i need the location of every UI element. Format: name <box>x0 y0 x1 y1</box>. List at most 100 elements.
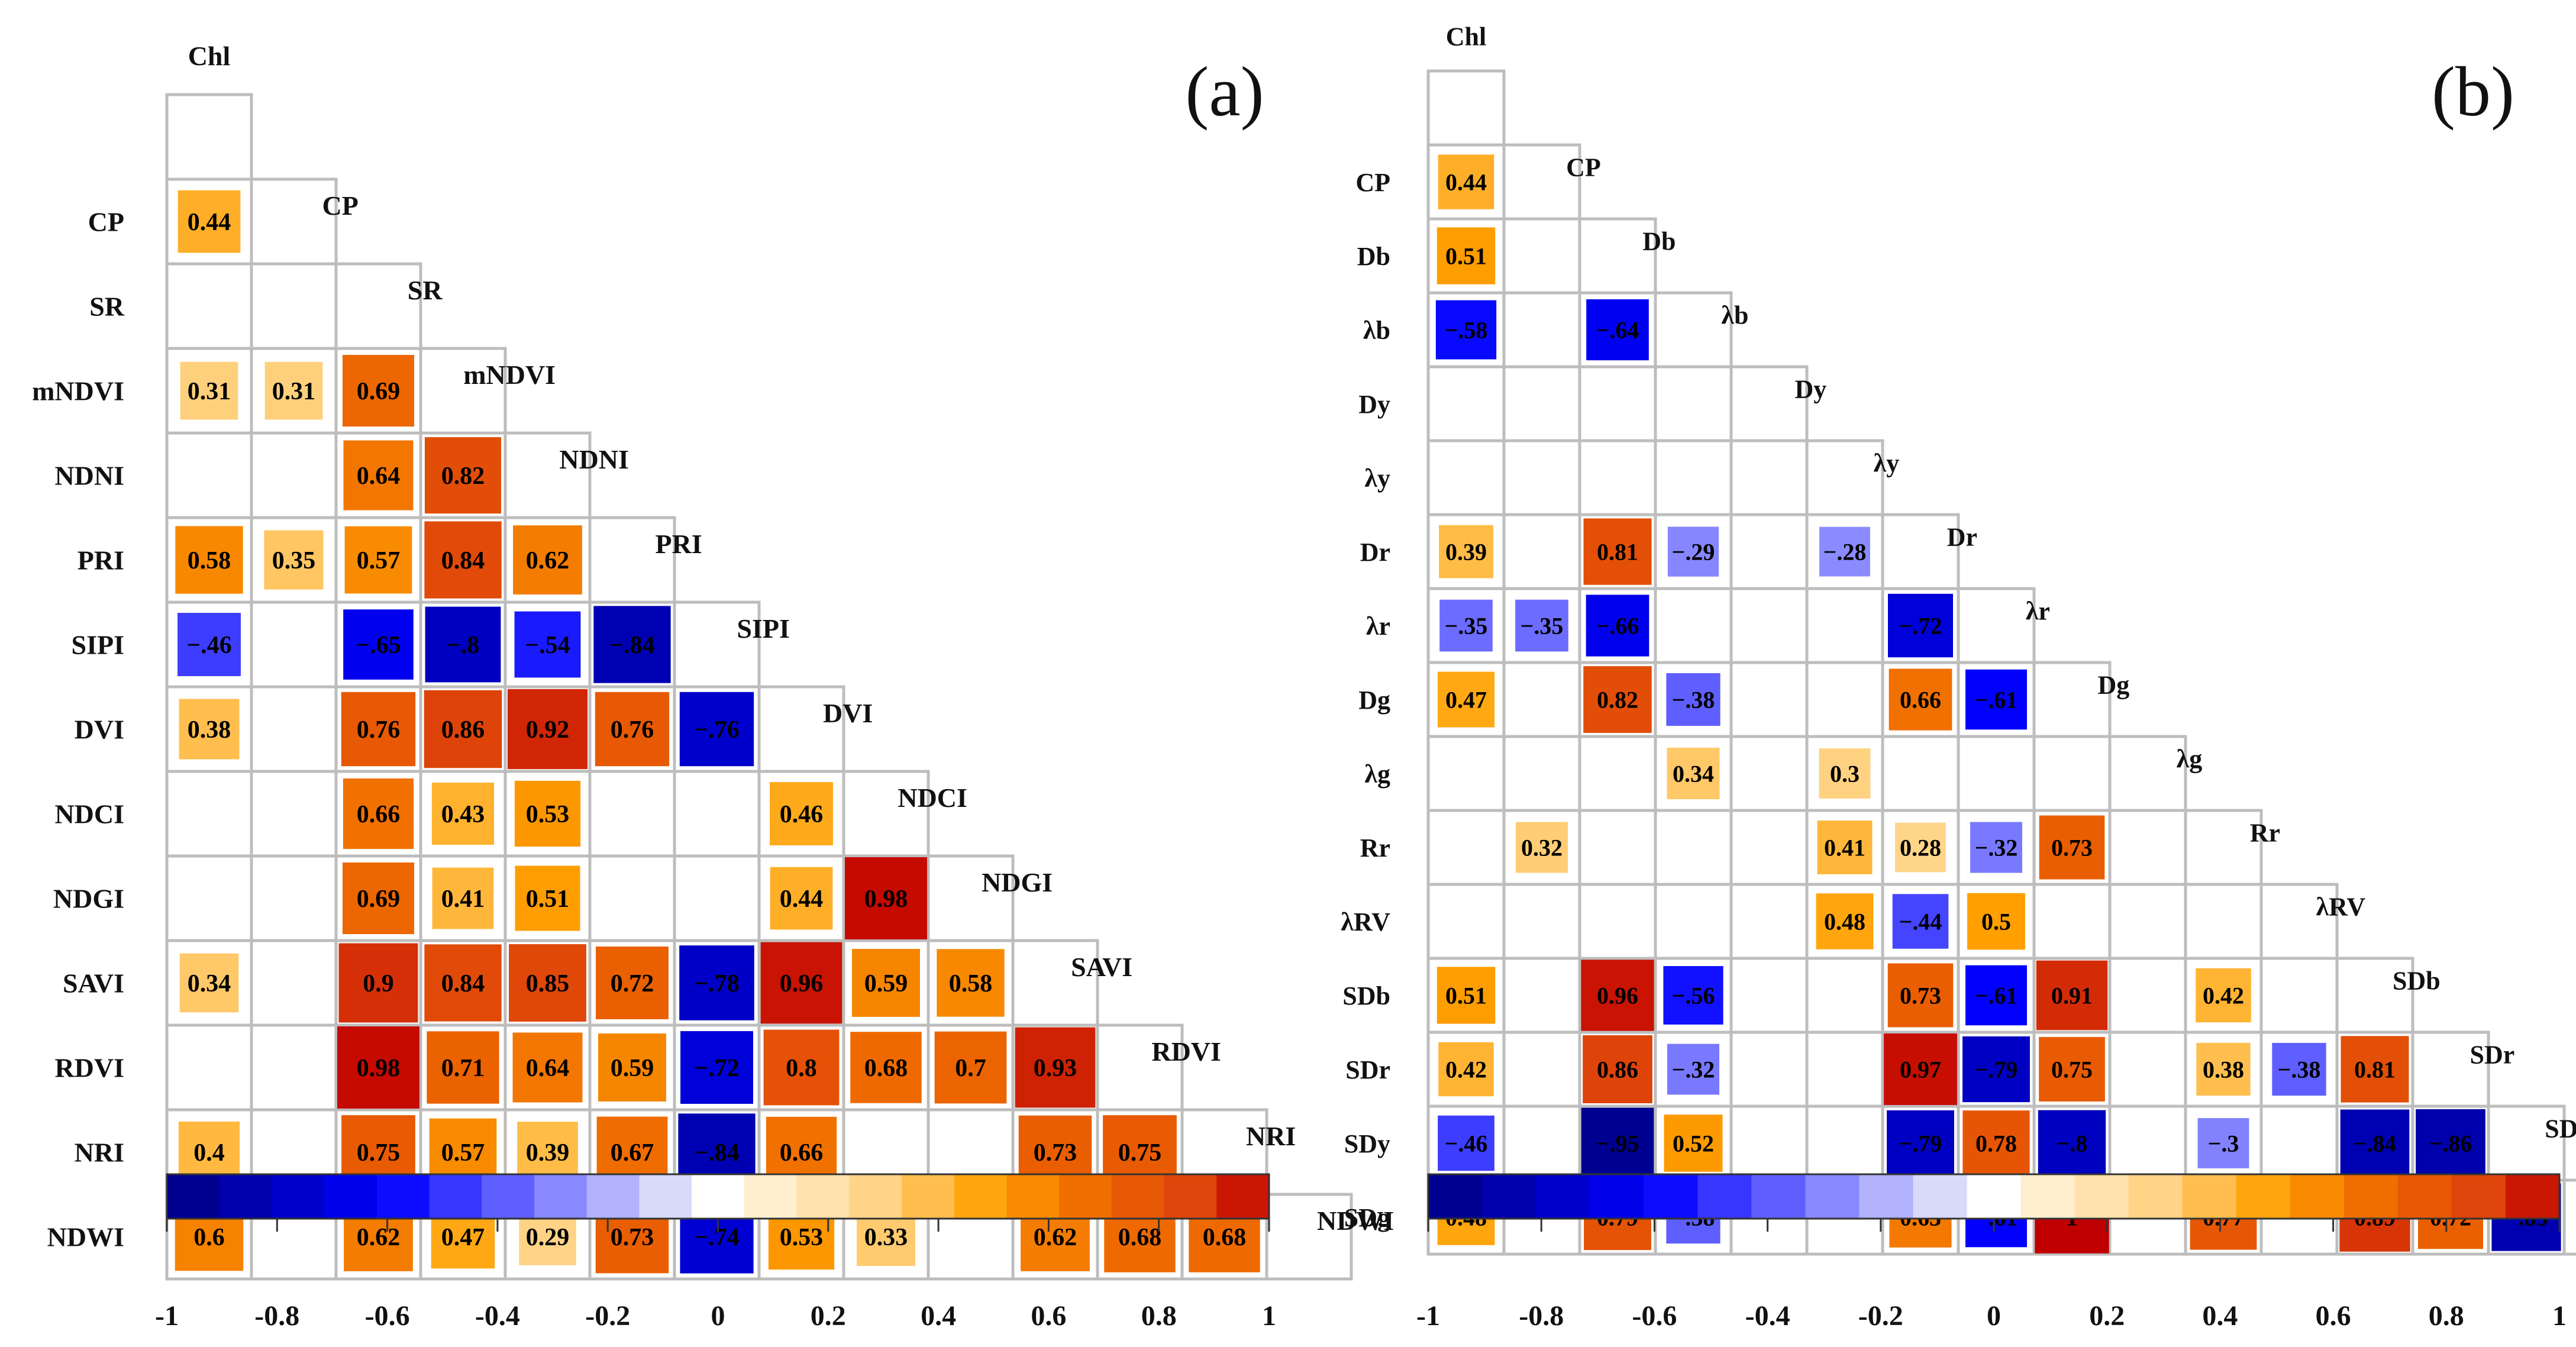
row-label: Dr <box>1360 538 1390 567</box>
column-label: SDy <box>2545 1115 2576 1144</box>
correlation-cell <box>1819 526 1870 577</box>
correlation-panel-a: (a) CP SR mNDVI NDNI PRI SIPI DVI NDCI NDGI SAVI RD… <box>32 41 1394 1332</box>
cell-value-label: −.64 <box>1596 317 1639 344</box>
cell-value-label: 0.68 <box>1118 1224 1162 1251</box>
correlation-cell <box>598 1033 666 1101</box>
correlation-cell <box>845 857 927 939</box>
colorbar-segment <box>2290 1174 2345 1219</box>
cell-value-label: 0.8 <box>786 1055 817 1082</box>
correlation-cell <box>1667 747 1720 800</box>
colorbar-tick-label: 0.4 <box>921 1300 956 1332</box>
cell-value-label: −.65 <box>356 632 401 659</box>
cell-value-label: 0.29 <box>526 1224 570 1251</box>
row-label: SDg <box>1344 1203 1390 1232</box>
cell-value-label: −.66 <box>1596 613 1639 639</box>
cell-value-label: 0.39 <box>526 1139 570 1167</box>
panel-label: (a) <box>1185 52 1264 131</box>
correlation-cell <box>1515 822 1568 873</box>
colorbar-tick-label: 0 <box>711 1300 725 1332</box>
row-label: Rr <box>1360 834 1390 863</box>
correlation-cell <box>2197 1118 2249 1168</box>
colorbar-segment <box>1859 1174 1914 1219</box>
row-label: NDWI <box>47 1222 124 1252</box>
cell-value-label: 0.64 <box>357 463 401 490</box>
colorbar-segment <box>1164 1174 1217 1219</box>
column-label: Dg <box>2098 671 2130 700</box>
row-label: SAVI <box>63 968 124 999</box>
colorbar-segment <box>376 1174 430 1219</box>
correlation-cell <box>512 1032 583 1103</box>
cell-value-label: 0.67 <box>611 1139 654 1167</box>
cell-value-label: −.32 <box>1975 835 2018 861</box>
colorbar-segment <box>482 1174 535 1219</box>
cell-value-label: 0.66 <box>1900 687 1941 713</box>
colorbar-segment <box>272 1174 325 1219</box>
cell-value-label: −.29 <box>1672 539 1715 566</box>
cell-value-label: 0.42 <box>1445 1057 1487 1083</box>
colorbar-segment <box>1967 1174 2022 1219</box>
correlation-cell <box>1666 673 1720 726</box>
colorbar-segment <box>902 1174 955 1219</box>
colorbar-segment <box>1428 1174 1483 1219</box>
correlation-cell <box>1887 1110 1954 1177</box>
cell-value-label: 0.73 <box>1900 983 1941 1009</box>
correlation-cell <box>1439 599 1493 652</box>
cell-value-label: −.79 <box>1899 1130 1942 1157</box>
correlation-cell <box>344 526 412 594</box>
column-label: Dr <box>1947 523 1977 552</box>
cell-value-label: 0.47 <box>441 1224 485 1251</box>
correlation-cell <box>2196 968 2251 1023</box>
correlation-cell <box>679 945 754 1020</box>
correlation-cell <box>1965 965 2027 1026</box>
column-label: RDVI <box>1151 1036 1221 1067</box>
column-label: Rr <box>2250 819 2280 848</box>
cell-value-label: 0.57 <box>441 1139 485 1167</box>
colorbar-segment <box>324 1174 377 1219</box>
cell-value-label: 0.28 <box>1900 835 1941 861</box>
colorbar-tick-label: 0 <box>1987 1300 2001 1332</box>
cell-value-label: 0.58 <box>188 547 231 574</box>
column-label: NRI <box>1246 1121 1296 1151</box>
colorbar-segment <box>2505 1174 2560 1219</box>
cell-value-label: 0.58 <box>949 970 993 997</box>
column-label: λb <box>1721 301 1748 330</box>
correlation-cell <box>342 354 415 427</box>
colorbar-segment <box>1913 1174 1968 1219</box>
colorbar-tick-label: -0.4 <box>1745 1300 1790 1332</box>
cell-value-label: −.78 <box>694 970 739 997</box>
colorbar-tick-label: 1 <box>2552 1300 2567 1332</box>
colorbar-tick-label: -0.8 <box>254 1300 299 1332</box>
correlation-cell <box>1438 1042 1494 1097</box>
column-label: λy <box>1874 449 1900 478</box>
column-label: Db <box>1642 227 1676 256</box>
column-label: NDWI <box>1317 1206 1394 1236</box>
column-label: DVI <box>823 698 873 728</box>
grid-cell <box>1265 1193 1353 1281</box>
row-label: PRI <box>78 545 124 576</box>
cell-value-label: 0.33 <box>864 1224 908 1251</box>
cell-value-label: 0.86 <box>1597 1057 1638 1083</box>
cell-value-label: 0.72 <box>611 970 654 997</box>
cell-value-label: 0.97 <box>1900 1057 1941 1083</box>
colorbar-segment <box>849 1174 902 1219</box>
cell-value-label: 0.96 <box>1597 983 1638 1009</box>
cell-value-label: 0.53 <box>780 1224 824 1251</box>
cell-value-label: 0.75 <box>1118 1139 1162 1167</box>
cell-value-label: 0.52 <box>1673 1130 1714 1157</box>
cell-value-label: 0.48 <box>1824 909 1865 935</box>
correlation-cell <box>427 1031 499 1104</box>
cell-value-label: 0.76 <box>357 716 401 744</box>
colorbar-segment <box>1059 1174 1112 1219</box>
correlation-cell <box>424 944 502 1022</box>
cell-value-label: 0.32 <box>1521 835 1563 861</box>
row-label: Dy <box>1358 390 1390 419</box>
colorbar-segment <box>744 1174 798 1219</box>
colorbar-segment <box>954 1174 1008 1219</box>
row-label: λb <box>1363 316 1390 345</box>
column-label: Dy <box>1795 375 1827 404</box>
colorbar-segment <box>1697 1174 1752 1219</box>
correlation-cell <box>513 525 582 595</box>
cell-value-label: 0.66 <box>780 1139 824 1167</box>
colorbar-segment <box>1751 1174 1806 1219</box>
correlation-cell <box>595 692 670 767</box>
